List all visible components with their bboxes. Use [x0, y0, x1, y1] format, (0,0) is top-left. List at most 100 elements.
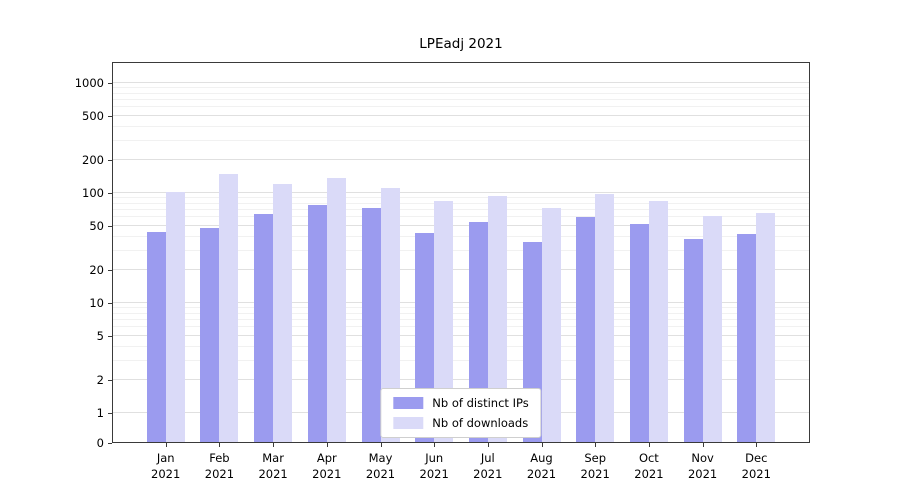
minor-gridline — [112, 197, 810, 198]
minor-gridline — [112, 87, 810, 88]
minor-gridline — [112, 319, 810, 320]
bar-downloads-aug — [541, 208, 561, 443]
bar-distinct-ips-feb — [200, 228, 220, 443]
y-tick-mark — [108, 193, 112, 194]
y-tick-label: 0 — [96, 436, 104, 450]
x-tick-label: Mar 2021 — [258, 451, 288, 482]
x-tick-label: Nov 2021 — [687, 451, 718, 482]
minor-gridline — [112, 92, 810, 94]
x-tick-label: Oct 2021 — [634, 451, 664, 482]
x-tick-label: Jan 2021 — [151, 451, 181, 482]
x-tick-mark — [326, 443, 328, 447]
major-gridline — [112, 192, 810, 193]
minor-gridline — [112, 125, 810, 127]
x-tick-label: Apr 2021 — [312, 451, 342, 482]
y-tick-mark — [108, 303, 112, 304]
x-tick-label: Jul 2021 — [473, 451, 503, 482]
y-tick-mark — [108, 336, 112, 338]
minor-gridline — [112, 307, 810, 308]
bar-distinct-ips-apr — [307, 204, 327, 443]
minor-gridline — [112, 209, 810, 210]
minor-gridline — [112, 99, 810, 100]
x-tick-mark — [165, 443, 167, 447]
x-tick-label: Dec 2021 — [741, 451, 771, 482]
major-gridline — [112, 302, 810, 303]
minor-gridline — [112, 359, 810, 361]
minor-gridline — [112, 235, 810, 237]
bar-distinct-ips-nov — [683, 239, 703, 443]
y-tick-mark — [108, 379, 112, 381]
bar-downloads-oct — [648, 200, 668, 443]
x-tick-mark — [380, 443, 382, 447]
bar-downloads-feb — [219, 173, 239, 443]
x-tick-label: Feb 2021 — [204, 451, 235, 482]
y-tick-mark — [108, 269, 112, 271]
legend-entry-downloads: Nb of downloads — [393, 416, 528, 430]
x-tick-mark — [702, 443, 704, 447]
x-axis: Jan 2021 Feb 2021 Mar 2021 Apr 2021 May 2021… — [112, 450, 810, 492]
minor-gridline — [112, 312, 810, 314]
minor-gridline — [112, 106, 810, 108]
x-tick-mark — [434, 443, 436, 447]
bar-distinct-ips-may — [361, 208, 381, 443]
legend-swatch-ips — [393, 397, 424, 409]
y-tick-label: 20 — [89, 262, 104, 277]
y-tick-label: 1 — [96, 406, 104, 420]
y-tick-mark — [108, 159, 112, 161]
major-gridline — [112, 335, 810, 337]
bar-downloads-jun — [434, 201, 454, 443]
bar-distinct-ips-oct — [629, 224, 649, 443]
x-tick-label: Jun 2021 — [419, 451, 449, 482]
y-tick-label: 100 — [82, 186, 104, 200]
major-gridline — [112, 82, 810, 83]
plot-area: Nb of distinct IPs Nb of downloads — [112, 62, 810, 443]
y-tick-mark — [108, 83, 112, 84]
bar-downloads-dec — [756, 212, 776, 443]
major-gridline — [112, 268, 810, 270]
minor-gridline — [112, 326, 810, 328]
bar-downloads-jul — [487, 195, 507, 443]
legend-entry-distinct-ips: Nb of distinct IPs — [393, 396, 529, 410]
bar-downloads-may — [380, 187, 400, 443]
major-gridline — [112, 115, 810, 117]
legend-swatch-downloads — [393, 417, 424, 429]
y-tick-mark — [108, 443, 112, 444]
y-tick-mark — [108, 226, 112, 228]
chart-title: LPEadj 2021 — [419, 36, 503, 52]
major-gridline — [112, 378, 810, 380]
x-tick-mark — [487, 443, 489, 447]
x-tick-mark — [595, 443, 597, 447]
x-tick-mark — [756, 443, 758, 447]
x-tick-mark — [541, 443, 543, 447]
bar-downloads-nov — [702, 215, 722, 443]
bar-distinct-ips-jan — [146, 232, 166, 443]
minor-gridline — [112, 202, 810, 204]
legend: Nb of distinct IPs Nb of downloads — [380, 388, 542, 438]
bar-distinct-ips-jul — [468, 222, 488, 443]
legend-label-downloads: Nb of downloads — [432, 416, 529, 430]
x-tick-mark — [273, 443, 275, 447]
bar-downloads-jan — [165, 192, 185, 443]
y-axis: 0 1 2 5 10 20 50 100 200 500 1000 — [0, 62, 104, 450]
x-tick-mark — [219, 443, 221, 447]
x-tick-label: May 2021 — [365, 451, 396, 482]
y-tick-label: 200 — [82, 152, 104, 167]
bar-distinct-ips-dec — [737, 234, 757, 443]
bar-distinct-ips-sep — [576, 217, 596, 443]
bar-downloads-sep — [595, 194, 615, 443]
x-tick-label: Sep 2021 — [580, 451, 610, 482]
y-tick-mark — [108, 413, 112, 414]
y-tick-label: 10 — [89, 296, 104, 310]
y-tick-label: 50 — [89, 219, 104, 234]
y-tick-label: 5 — [96, 329, 104, 344]
bar-downloads-mar — [273, 183, 293, 443]
major-gridline — [112, 158, 810, 160]
x-tick-mark — [648, 443, 650, 447]
major-gridline — [112, 225, 810, 227]
minor-gridline — [112, 345, 810, 347]
minor-gridline — [112, 139, 810, 141]
y-tick-mark — [108, 116, 112, 118]
y-tick-label: 500 — [82, 109, 104, 124]
bar-distinct-ips-mar — [254, 213, 274, 443]
